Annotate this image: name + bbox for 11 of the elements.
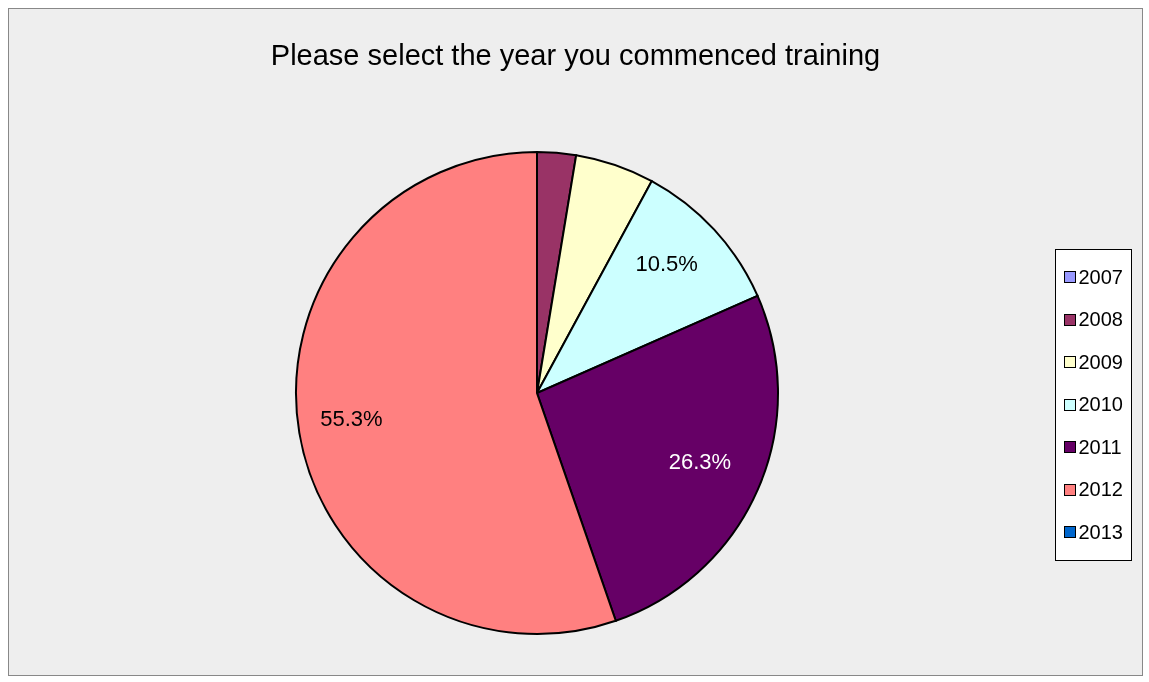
- legend-label: 2008: [1078, 308, 1123, 332]
- legend-label: 2009: [1078, 350, 1123, 374]
- legend-label: 2013: [1078, 520, 1123, 544]
- data-label: 26.3%: [668, 448, 732, 474]
- legend-label: 2011: [1078, 435, 1122, 459]
- legend-label: 2010: [1078, 393, 1123, 417]
- legend-label: 2012: [1078, 478, 1123, 502]
- chart-title: Please select the year you commenced training: [269, 39, 882, 72]
- data-label: 55.3%: [320, 405, 383, 431]
- data-label: 10.5%: [635, 251, 698, 277]
- legend-label: 2007: [1078, 265, 1123, 289]
